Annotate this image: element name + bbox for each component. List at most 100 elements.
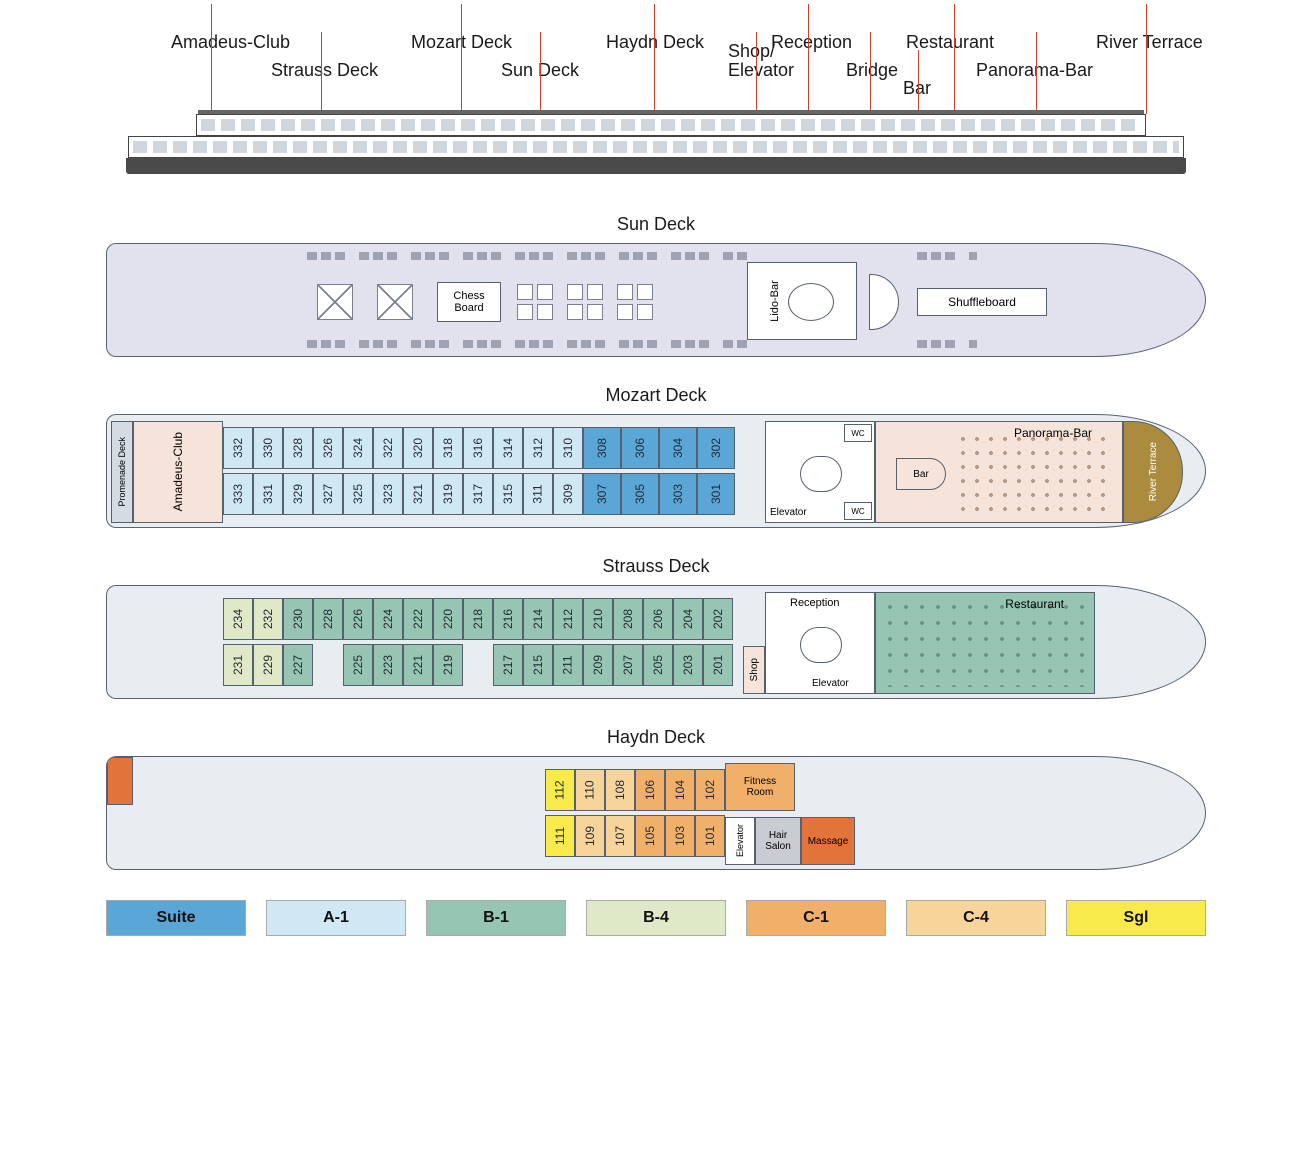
cabin-223: 223 — [373, 644, 403, 686]
cabin-217: 217 — [493, 644, 523, 686]
cabin-320: 320 — [403, 427, 433, 469]
deck-title-strauss: Strauss Deck — [86, 556, 1226, 577]
lido-bar: Lido-Bar — [747, 262, 857, 340]
elevator-block-mozart: WC WC Elevator — [765, 421, 875, 523]
cabin-110: 110 — [575, 769, 605, 811]
cabin-224: 224 — [373, 598, 403, 640]
cabin-112: 112 — [545, 769, 575, 811]
cabin-203: 203 — [673, 644, 703, 686]
deck-title-haydn: Haydn Deck — [86, 727, 1226, 748]
hair-salon: HairSalon — [755, 817, 801, 865]
cabin-204: 204 — [673, 598, 703, 640]
deck-haydn: 112110108106104102 111109107105103101 Fi… — [106, 756, 1206, 870]
cabin-310: 310 — [553, 427, 583, 469]
amadeus-club: Amadeus-Club — [133, 421, 223, 523]
callout-label: River Terrace — [1096, 33, 1203, 52]
callout-label: Bridge — [846, 61, 898, 80]
cabin-332: 332 — [223, 427, 253, 469]
deck-sun: ChessBoard Lido-Bar Shuffleboard — [106, 243, 1206, 357]
cabin-322: 322 — [373, 427, 403, 469]
cabin-315: 315 — [493, 473, 523, 515]
legend: SuiteA-1B-1B-4C-1C-4Sgl — [106, 900, 1206, 936]
cabin-207: 207 — [613, 644, 643, 686]
cabin-104: 104 — [665, 769, 695, 811]
cabin-331: 331 — [253, 473, 283, 515]
callout-label: Haydn Deck — [606, 33, 704, 52]
cabin-303: 303 — [659, 473, 697, 515]
cabin-326: 326 — [313, 427, 343, 469]
cabin-325: 325 — [343, 473, 373, 515]
shop: Shop — [743, 646, 765, 694]
cabin-329: 329 — [283, 473, 313, 515]
cabin-319: 319 — [433, 473, 463, 515]
legend-swatch-a-1: A-1 — [266, 900, 406, 936]
chess-board: ChessBoard — [437, 282, 501, 322]
legend-swatch-b-4: B-4 — [586, 900, 726, 936]
cabin-219: 219 — [433, 644, 463, 686]
cabin-327: 327 — [313, 473, 343, 515]
cabin-307: 307 — [583, 473, 621, 515]
cabin-211: 211 — [553, 644, 583, 686]
legend-swatch-suite: Suite — [106, 900, 246, 936]
cabin-210: 210 — [583, 598, 613, 640]
cabin-216: 216 — [493, 598, 523, 640]
cabin-321: 321 — [403, 473, 433, 515]
deck-title-mozart: Mozart Deck — [86, 385, 1226, 406]
cabin-102: 102 — [695, 769, 725, 811]
cabin-318: 318 — [433, 427, 463, 469]
promenade-deck: Promenade Deck — [111, 421, 133, 523]
cabin-308: 308 — [583, 427, 621, 469]
cabin-226: 226 — [343, 598, 373, 640]
shuffleboard: Shuffleboard — [917, 288, 1047, 316]
cabin-234: 234 — [223, 598, 253, 640]
cabin-225: 225 — [343, 644, 373, 686]
cabin-103: 103 — [665, 815, 695, 857]
reception-block: Reception Elevator — [765, 592, 875, 694]
cabin-106: 106 — [635, 769, 665, 811]
cabin-209: 209 — [583, 644, 613, 686]
legend-swatch-c-4: C-4 — [906, 900, 1046, 936]
cabin-232: 232 — [253, 598, 283, 640]
cabin-212: 212 — [553, 598, 583, 640]
cabin-218: 218 — [463, 598, 493, 640]
river-terrace: River Terrace — [1123, 421, 1183, 523]
deck-title-sun: Sun Deck — [86, 214, 1226, 235]
cabin-312: 312 — [523, 427, 553, 469]
cabin-227: 227 — [283, 644, 313, 686]
cabin-220: 220 — [433, 598, 463, 640]
cabin-323: 323 — [373, 473, 403, 515]
cabin-309: 309 — [553, 473, 583, 515]
deck-mozart: Promenade Deck Amadeus-Club 332330328326… — [106, 414, 1206, 528]
legend-swatch-sgl: Sgl — [1066, 900, 1206, 936]
callout-label: Reception — [771, 33, 852, 52]
massage: Massage — [801, 817, 855, 865]
cabin-317: 317 — [463, 473, 493, 515]
cabin-314: 314 — [493, 427, 523, 469]
cabin-316: 316 — [463, 427, 493, 469]
cabin-105: 105 — [635, 815, 665, 857]
callout-label: Panorama-Bar — [976, 61, 1093, 80]
cabin-306: 306 — [621, 427, 659, 469]
cabin-311: 311 — [523, 473, 553, 515]
cabin-215: 215 — [523, 644, 553, 686]
restaurant: Restaurant — [875, 592, 1095, 694]
cabin-208: 208 — [613, 598, 643, 640]
cabin-333: 333 — [223, 473, 253, 515]
cabin-222: 222 — [403, 598, 433, 640]
cabin-101: 101 — [695, 815, 725, 857]
cabin-202: 202 — [703, 598, 733, 640]
cabin-214: 214 — [523, 598, 553, 640]
cabin-328: 328 — [283, 427, 313, 469]
cabin-111: 111 — [545, 815, 575, 857]
deck-plan-container: Amadeus-Club Strauss Deck Mozart Deck Sun D… — [86, 20, 1226, 936]
cabin-109: 109 — [575, 815, 605, 857]
ship-side-elevation — [106, 86, 1206, 174]
fitness-room: FitnessRoom — [725, 763, 795, 811]
cabin-229: 229 — [253, 644, 283, 686]
cabin-230: 230 — [283, 598, 313, 640]
panorama-bar: Bar Panorama-Bar — [875, 421, 1123, 523]
cabin-231: 231 — [223, 644, 253, 686]
cabin-108: 108 — [605, 769, 635, 811]
cabin-205: 205 — [643, 644, 673, 686]
deck-strauss: 2342322302282262242222202182162142122102… — [106, 585, 1206, 699]
